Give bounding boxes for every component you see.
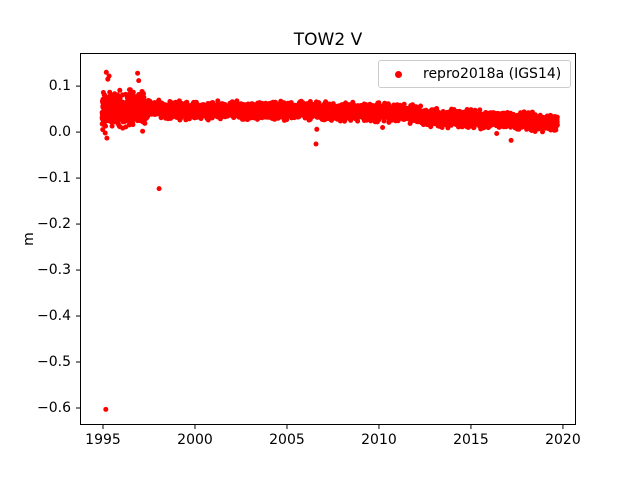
y-tick-label: −0.1	[37, 170, 71, 187]
legend: repro2018a (IGS14)	[378, 60, 571, 88]
x-tick-label: 2000	[177, 432, 213, 448]
y-tick-label: 0.0	[48, 124, 71, 141]
x-tick-label: 1995	[85, 432, 121, 448]
y-tick-label: −0.5	[37, 354, 71, 370]
legend-label: repro2018a (IGS14)	[423, 66, 562, 82]
tick-marks	[76, 85, 564, 429]
x-tick-label: 2020	[545, 432, 581, 448]
y-tick-label: −0.4	[37, 308, 71, 325]
x-tick-label: 2015	[453, 432, 489, 448]
y-tick-label: −0.2	[37, 216, 71, 233]
data-points	[99, 69, 560, 412]
x-tick-label: 2005	[269, 432, 305, 448]
y-tick-label: −0.3	[37, 262, 71, 279]
y-tick-label: 0.1	[48, 78, 71, 95]
x-tick-label: 2010	[361, 432, 397, 448]
y-tick-label: −0.6	[37, 399, 71, 416]
chart-title: TOW2 V	[293, 30, 363, 50]
legend-marker-dot	[395, 70, 402, 78]
axes-spines	[80, 53, 576, 425]
